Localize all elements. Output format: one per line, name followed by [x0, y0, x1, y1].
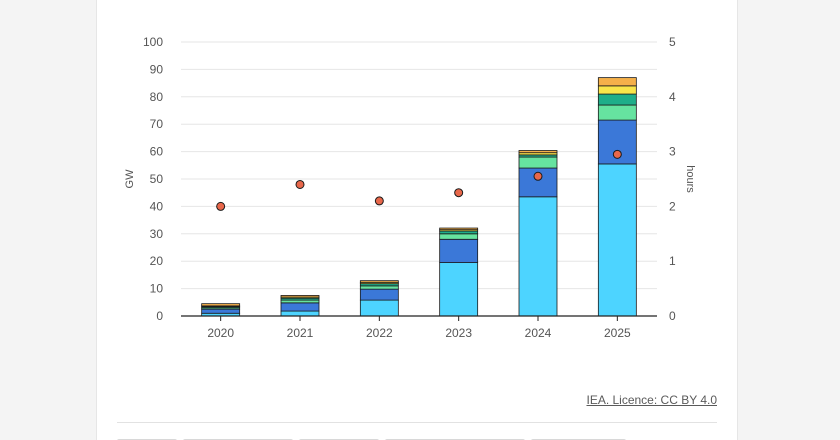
x-tick-label: 2023 — [445, 326, 472, 340]
bar-segment — [597, 85, 637, 95]
scatter-point — [533, 171, 543, 181]
stacked-bar-chart: 0 10 20 30 40 50 60 70 80 90 100 0 1 2 3 4 5 2020 2021 2022… — [124, 35, 696, 340]
bar-segment — [439, 233, 479, 240]
x-tick-label: 2022 — [366, 326, 393, 340]
bar-segment — [597, 104, 637, 121]
axes: 0 10 20 30 40 50 60 70 80 90 100 0 1 2 3 4 5 2020 2021 2022… — [143, 35, 676, 340]
bar-segment — [201, 303, 241, 307]
bar-segment — [597, 77, 637, 87]
bar-segment — [518, 196, 558, 317]
bar-segment — [439, 227, 479, 231]
y2-tick-label: 4 — [669, 90, 676, 104]
scatter-point — [216, 201, 226, 211]
y2-axis-title: hours — [684, 165, 696, 193]
scatter-point — [295, 179, 305, 189]
x-tick-label: 2021 — [287, 326, 314, 340]
scatter-point — [374, 196, 384, 206]
scatter-point — [612, 149, 622, 159]
y2-tick-label: 1 — [669, 254, 676, 268]
y-tick-label: 30 — [150, 227, 164, 241]
source-link[interactable]: IEA. Licence: CC BY 4.0 — [586, 393, 717, 407]
bar-segment — [280, 295, 320, 298]
bar-segment — [439, 230, 479, 235]
bar-segment — [359, 280, 399, 283]
y-tick-label: 50 — [150, 172, 164, 186]
bar-segment — [439, 238, 479, 263]
bar-segment — [201, 308, 241, 314]
bar-segment — [597, 93, 637, 106]
bar-segment — [280, 299, 320, 304]
bar-segment — [359, 288, 399, 301]
gridlines — [181, 41, 657, 290]
bar-segment — [280, 310, 320, 317]
cut-off-text — [117, 432, 717, 440]
y2-tick-label: 0 — [669, 309, 676, 323]
y-tick-label: 70 — [150, 117, 164, 131]
y2-tick-label: 2 — [669, 199, 676, 213]
y2-tick-label: 3 — [669, 145, 676, 159]
x-tick-label: 2025 — [604, 326, 631, 340]
chart-container: 0 10 20 30 40 50 60 70 80 90 100 0 1 2 3 4 5 2020 2021 2022… — [97, 0, 737, 365]
bar-segment — [359, 299, 399, 317]
bars — [201, 77, 637, 317]
y-tick-label: 90 — [150, 62, 164, 76]
y-tick-label: 100 — [143, 35, 163, 49]
x-tick-label: 2024 — [525, 326, 552, 340]
y2-tick-label: 5 — [669, 35, 676, 49]
bar-segment — [518, 150, 558, 154]
scatter-points — [216, 149, 622, 211]
scatter-point — [454, 188, 464, 198]
bar-segment — [439, 262, 479, 317]
y-tick-label: 20 — [150, 254, 164, 268]
y-tick-label: 40 — [150, 199, 164, 213]
chart-card: 0 10 20 30 40 50 60 70 80 90 100 0 1 2 3 4 5 2020 2021 2022… — [96, 0, 738, 440]
y-tick-label: 60 — [150, 145, 164, 159]
bar-segment — [597, 163, 637, 317]
y-tick-label: 80 — [150, 90, 164, 104]
x-tick-label: 2020 — [207, 326, 234, 340]
bar-segment — [518, 156, 558, 169]
divider — [117, 422, 717, 423]
y-tick-label: 0 — [156, 309, 163, 323]
y-axis-title: GW — [124, 169, 136, 189]
bar-segment — [280, 302, 320, 312]
bar-segment — [359, 285, 399, 290]
y-tick-label: 10 — [150, 282, 164, 296]
